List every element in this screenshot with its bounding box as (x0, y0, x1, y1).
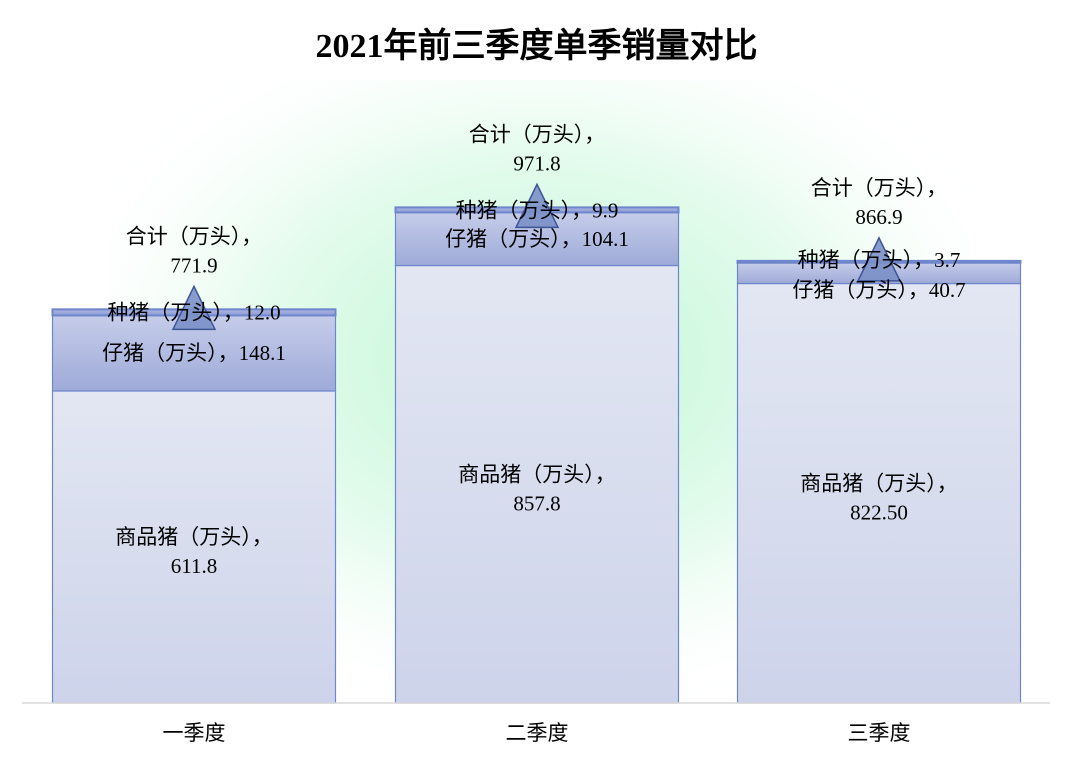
label-total-name-2: 合计（万头）， (469, 122, 606, 146)
label-commodity-name-2: 商品猪（万头）， (458, 462, 616, 486)
bar-commodity-2 (394, 264, 680, 704)
label-total-value-2: 971.8 (513, 151, 560, 175)
label-total-name-1: 合计（万头）， (126, 224, 263, 248)
label-piglet-2: 仔猪（万头），104.1 (445, 227, 629, 251)
total-marker-1 (171, 284, 217, 331)
label-commodity-value-1: 611.8 (171, 554, 217, 578)
label-piglet-1: 仔猪（万头），148.1 (102, 341, 286, 365)
bar-commodity-3 (736, 282, 1022, 704)
bar-commodity-1 (51, 390, 337, 704)
label-breeding-3: 种猪（万头），3.7 (798, 248, 961, 272)
label-total-value-3: 866.9 (855, 205, 902, 229)
x-tick-label-2: 二季度 (506, 721, 569, 745)
chart-title: 2021年前三季度单季销量对比 (315, 28, 758, 65)
label-breeding-1: 种猪（万头），12.0 (107, 300, 280, 324)
label-total-name-3: 合计（万头）， (811, 176, 948, 200)
label-commodity-value-3: 822.50 (850, 500, 908, 524)
x-tick-label-3: 三季度 (848, 721, 911, 745)
label-commodity-name-1: 商品猪（万头）， (115, 525, 273, 549)
label-piglet-3: 仔猪（万头），40.7 (792, 278, 965, 302)
total-marker-3 (856, 236, 902, 282)
label-total-value-1: 771.9 (170, 253, 217, 277)
x-tick-label-1: 一季度 (163, 721, 226, 745)
label-commodity-name-3: 商品猪（万头）， (800, 471, 958, 495)
total-marker-2 (514, 182, 560, 229)
label-breeding-2: 种猪（万头），9.9 (456, 198, 619, 222)
label-commodity-value-2: 857.8 (513, 491, 560, 515)
